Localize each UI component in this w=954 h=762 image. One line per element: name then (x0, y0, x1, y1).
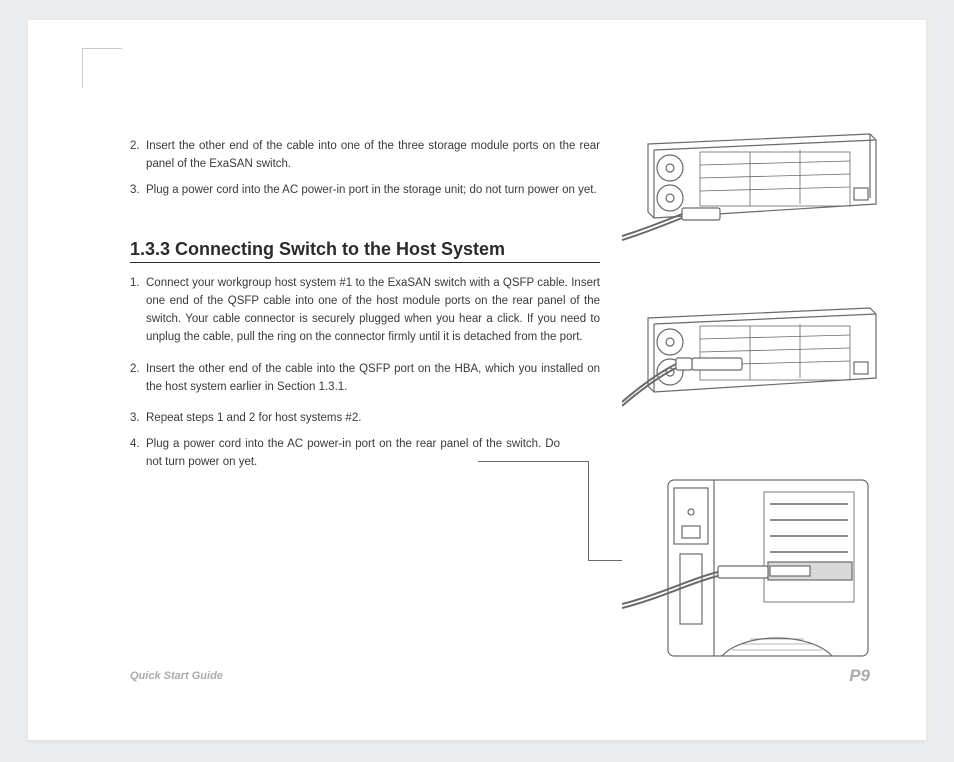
figure-switch-storage-port (622, 126, 882, 246)
crop-mark-top (82, 48, 122, 49)
main-step-2: 2. Insert the other end of the cable int… (130, 361, 600, 397)
step-number: 3. (130, 182, 146, 200)
connector-line-v (588, 461, 589, 560)
step-number: 1. (130, 275, 146, 346)
connector-line-h1 (478, 461, 588, 462)
footer-title: Quick Start Guide (130, 670, 223, 682)
step-number: 2. (130, 361, 146, 397)
step-text: Repeat steps 1 and 2 for host systems #2… (146, 410, 600, 428)
step-text: Insert the other end of the cable into t… (146, 361, 600, 397)
section-heading: 1.3.3 Connecting Switch to the Host Syst… (130, 239, 600, 263)
page: 2. Insert the other end of the cable int… (28, 20, 926, 740)
step-text: Insert the other end of the cable into o… (146, 138, 600, 174)
page-number: P9 (849, 666, 870, 686)
step-number: 3. (130, 410, 146, 428)
step-number: 4. (130, 436, 146, 472)
figure-switch-host-port (622, 300, 882, 420)
main-step-1: 1. Connect your workgroup host system #1… (130, 275, 600, 346)
top-step-3: 3. Plug a power cord into the AC power-i… (130, 182, 600, 200)
connector-line-h2 (588, 560, 622, 561)
step-text: Plug a power cord into the AC power-in p… (146, 436, 560, 472)
crop-mark-left (82, 48, 83, 88)
content-column: 2. Insert the other end of the cable int… (130, 138, 600, 480)
main-step-3: 3. Repeat steps 1 and 2 for host systems… (130, 410, 600, 428)
main-step-4: 4. Plug a power cord into the AC power-i… (130, 436, 560, 472)
figure-host-pc-hba (622, 474, 882, 664)
step-text: Plug a power cord into the AC power-in p… (146, 182, 600, 200)
step-number: 2. (130, 138, 146, 174)
step-text: Connect your workgroup host system #1 to… (146, 275, 600, 346)
top-step-2: 2. Insert the other end of the cable int… (130, 138, 600, 174)
